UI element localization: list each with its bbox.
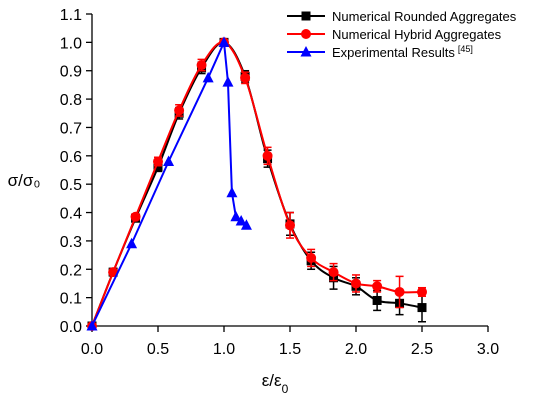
data-point — [86, 320, 98, 331]
legend-entry: Experimental Results [45] — [287, 44, 473, 60]
axes: 0.0 0.5 1.0 1.5 2.0 2.5 3.0 0.0 0.1 0.2 0.3 0.4 0.5 0… — [60, 7, 499, 358]
y-tick-label: 0.0 — [60, 319, 82, 336]
data-point — [285, 220, 295, 231]
data-point — [306, 252, 317, 263]
plot-area — [86, 36, 427, 331]
y-tick-label: 0.8 — [60, 92, 82, 109]
data-point — [394, 286, 405, 297]
data-point — [130, 211, 141, 222]
y-tick-label: 1.0 — [60, 35, 82, 52]
y-tick-label: 0.2 — [60, 262, 82, 279]
data-point — [153, 156, 163, 167]
data-point — [235, 215, 247, 226]
data-point — [126, 237, 138, 249]
x-tick-label: 2.0 — [345, 341, 367, 358]
data-point — [174, 105, 185, 116]
data-point — [230, 210, 242, 222]
y-tick-label: 0.9 — [60, 64, 82, 81]
data-point — [240, 72, 251, 83]
legend-label: Numerical Hybrid Aggregates — [332, 27, 502, 42]
y-tick-label: 1.1 — [60, 7, 82, 24]
data-point — [202, 71, 214, 83]
legend-marker — [301, 11, 311, 21]
legend-label: Experimental Results [45] — [332, 44, 473, 60]
y-axis-label: σ/σ₀ — [8, 171, 41, 190]
legend-marker — [300, 46, 312, 57]
series-line — [91, 38, 248, 327]
x-tick-label: 3.0 — [477, 341, 499, 358]
data-point — [240, 219, 252, 230]
legend-entry: Numerical Rounded Aggregates — [287, 9, 517, 24]
x-tick-label: 2.5 — [411, 341, 433, 358]
y-tick-label: 0.3 — [60, 234, 82, 251]
series-2 — [86, 36, 252, 331]
data-point — [226, 186, 238, 198]
y-tick-label: 0.1 — [60, 291, 82, 308]
data-point — [262, 150, 273, 161]
series-1 — [87, 37, 427, 331]
x-axis-label: ε/ε0 — [262, 371, 289, 396]
data-point — [218, 36, 230, 47]
data-point — [328, 267, 339, 278]
data-point — [108, 267, 119, 278]
x-tick-label: 1.0 — [213, 341, 235, 358]
series-line — [91, 41, 423, 327]
x-tick-label: 1.5 — [279, 341, 301, 358]
y-tick-label: 0.7 — [60, 120, 82, 137]
legend: Numerical Rounded Aggregates Numerical Hy… — [287, 9, 517, 60]
data-point — [417, 303, 427, 313]
legend-marker — [301, 29, 311, 39]
data-point — [351, 278, 361, 289]
legend-label: Numerical Rounded Aggregates — [332, 9, 517, 24]
data-point — [372, 281, 383, 292]
x-tick-label: 0.0 — [81, 341, 103, 358]
data-point — [417, 286, 427, 297]
y-tick-label: 0.5 — [60, 177, 82, 194]
y-tick-label: 0.4 — [60, 206, 82, 223]
data-point — [153, 162, 163, 172]
series-line — [91, 41, 423, 327]
legend-entry: Numerical Hybrid Aggregates — [287, 27, 502, 42]
data-point — [163, 155, 175, 166]
data-point — [196, 60, 207, 71]
data-point — [372, 295, 382, 305]
x-tick-label: 0.5 — [147, 341, 169, 358]
y-tick-label: 0.6 — [60, 149, 82, 166]
data-point — [222, 76, 234, 87]
